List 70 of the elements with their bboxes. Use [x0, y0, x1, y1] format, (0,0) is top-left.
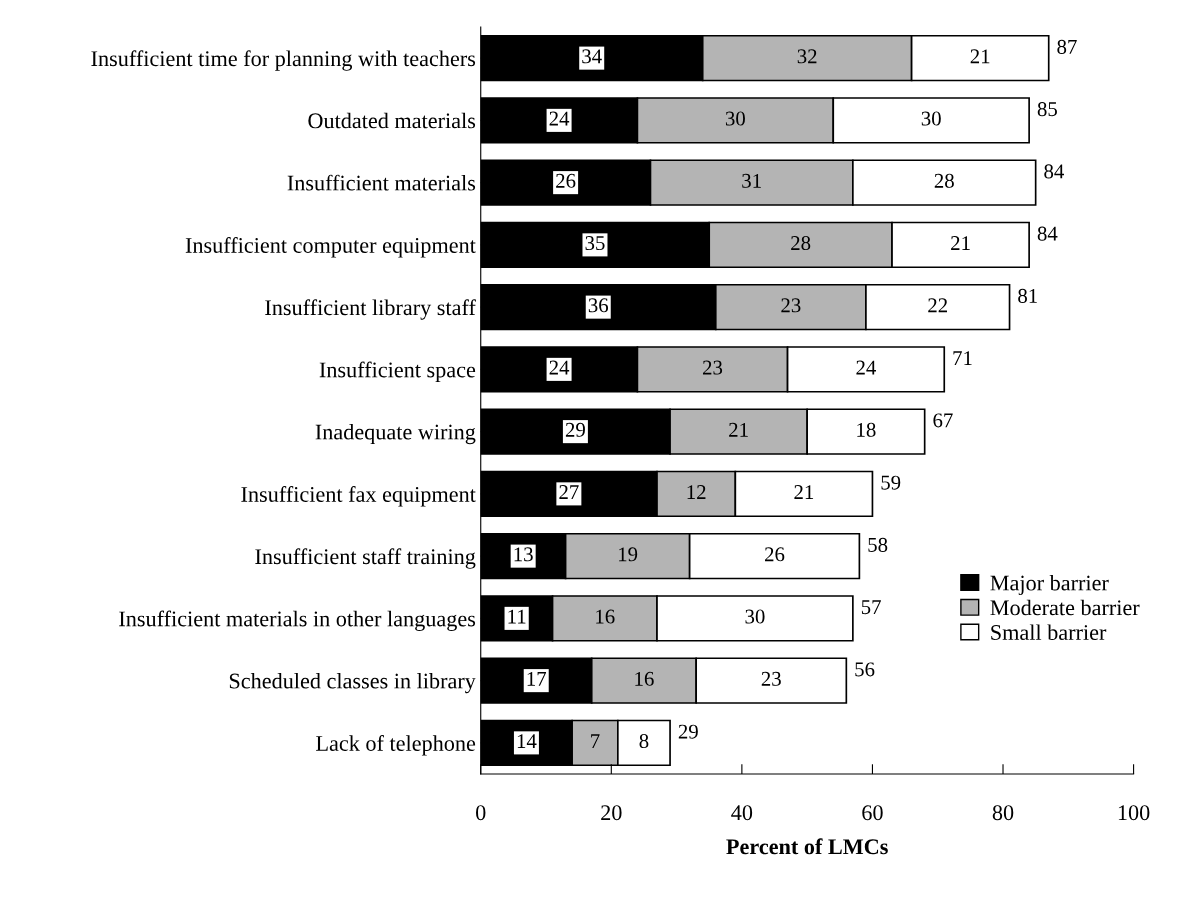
- data-label: 24: [549, 111, 570, 126]
- total-label: 59: [881, 475, 901, 490]
- y-tick-label: Insufficient materials in other languages: [119, 610, 476, 631]
- total-label: 84: [1044, 164, 1064, 179]
- data-label: 18: [857, 422, 876, 437]
- x-tick-label: 60: [862, 805, 883, 821]
- legend-label: Moderate barrier: [990, 599, 1140, 616]
- x-tick-label: 0: [476, 805, 486, 821]
- data-label: 24: [549, 360, 570, 375]
- data-label: 14: [517, 734, 537, 748]
- data-label: 19: [619, 547, 638, 562]
- data-label: 21: [794, 485, 814, 499]
- x-axis-title: Percent of LMCs: [726, 838, 888, 855]
- legend-label: Major barrier: [990, 574, 1109, 596]
- y-tick-label: Insufficient fax equipment: [241, 486, 476, 507]
- data-label: 23: [781, 298, 801, 313]
- total-label: 67: [933, 413, 953, 428]
- data-label: 12: [687, 485, 706, 499]
- y-tick-label: Inadequate wiring: [315, 423, 476, 445]
- data-label: 34: [582, 49, 602, 64]
- data-label: 22: [928, 298, 947, 313]
- data-label: 28: [791, 236, 811, 251]
- y-tick-label: Insufficient staff training: [255, 548, 476, 569]
- total-label: 81: [1018, 288, 1037, 303]
- data-label: 36: [588, 298, 609, 313]
- x-tick-label: 80: [992, 805, 1014, 821]
- total-label: 57: [861, 600, 881, 615]
- data-label: 30: [921, 111, 941, 126]
- data-label: 30: [725, 111, 745, 126]
- y-tick-label: Scheduled classes in library: [229, 672, 476, 694]
- x-tick-label: 20: [601, 805, 622, 821]
- data-label: 11: [508, 609, 526, 624]
- data-label: 21: [729, 422, 748, 437]
- total-label: 71: [953, 351, 972, 365]
- data-label: 17: [527, 671, 547, 686]
- x-tick-label: 40: [731, 805, 753, 821]
- data-label: 23: [702, 360, 723, 375]
- total-label: 87: [1057, 39, 1077, 54]
- y-tick-label: Insufficient time for planning with teachers: [91, 50, 476, 71]
- y-tick-label: Insufficient space: [319, 361, 476, 382]
- y-tick-label: Insufficient library staff: [265, 299, 476, 320]
- data-label: 16: [635, 671, 654, 686]
- total-label: 58: [868, 537, 888, 552]
- legend-label: Small barrier: [991, 624, 1107, 641]
- data-label: 21: [970, 49, 990, 64]
- data-label: 27: [559, 485, 579, 499]
- x-tick-label: 100: [1118, 805, 1150, 821]
- y-tick-label: Insufficient materials: [287, 174, 476, 191]
- y-tick-label: Lack of telephone: [316, 735, 476, 756]
- data-label: 23: [761, 671, 781, 686]
- data-label: 7: [591, 734, 600, 748]
- total-label: 29: [678, 724, 698, 739]
- data-label: 26: [765, 547, 785, 562]
- total-label: 56: [855, 662, 875, 677]
- data-label: 16: [596, 609, 615, 624]
- data-label: 28: [934, 173, 954, 188]
- data-label: 13: [514, 547, 533, 562]
- data-label: 8: [639, 734, 649, 749]
- y-tick-label: Insufficient computer equipment: [185, 237, 476, 258]
- data-label: 21: [951, 236, 970, 250]
- data-label: 35: [585, 236, 605, 251]
- data-label: 32: [797, 49, 817, 64]
- data-label: 30: [745, 609, 765, 624]
- data-label: 26: [556, 173, 576, 188]
- total-label: 84: [1037, 226, 1058, 241]
- total-label: 85: [1037, 102, 1057, 117]
- data-label: 29: [565, 422, 585, 437]
- y-tick-label: Outdated materials: [308, 112, 476, 129]
- data-label: 31: [742, 173, 761, 188]
- data-label: 24: [856, 360, 877, 375]
